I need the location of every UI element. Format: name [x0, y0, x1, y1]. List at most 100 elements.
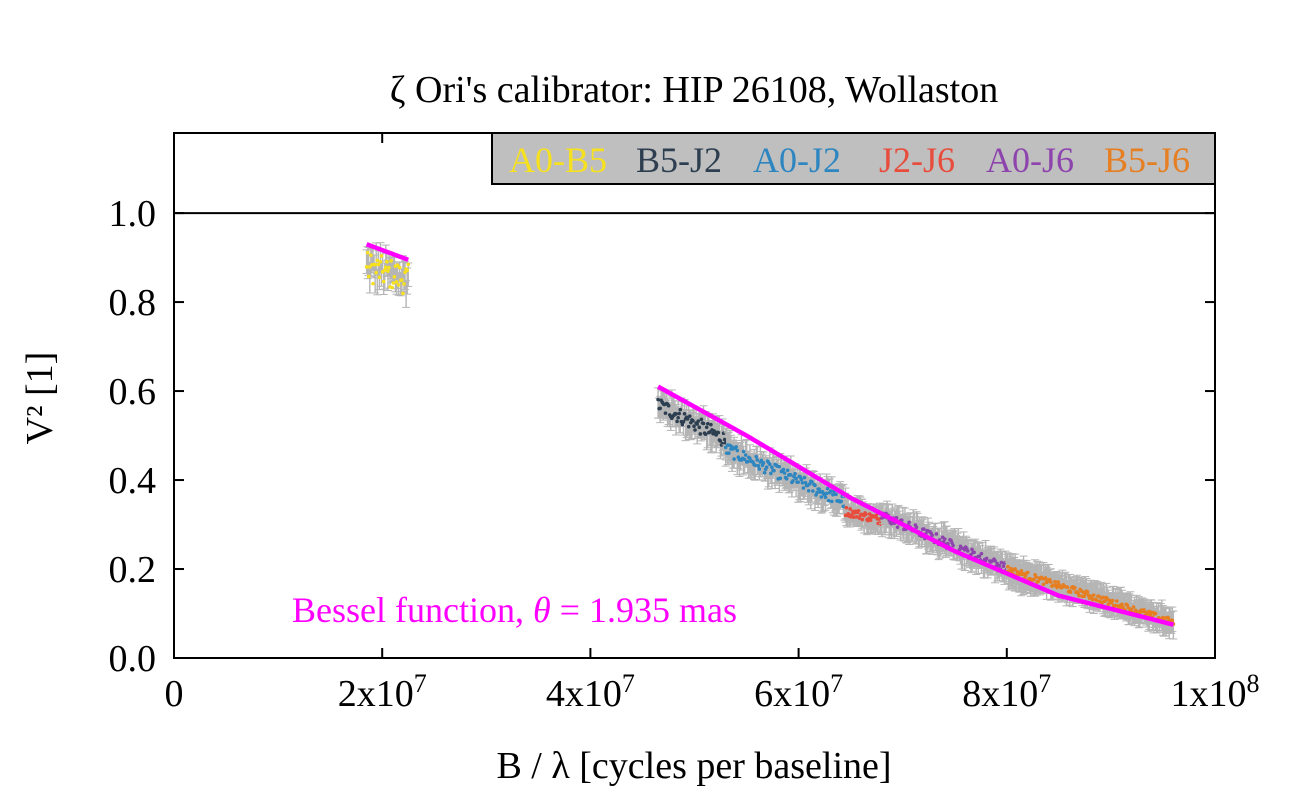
- data-point: [396, 283, 401, 287]
- data-point: [852, 515, 856, 519]
- data-point: [778, 476, 783, 481]
- data-point: [811, 489, 815, 493]
- data-point: [402, 282, 406, 286]
- data-point: [682, 411, 687, 416]
- data-point: [686, 424, 691, 429]
- data-point: [663, 411, 668, 415]
- data-point: [789, 473, 793, 477]
- data-point: [703, 432, 708, 437]
- data-point: [375, 258, 380, 263]
- data-point: [1041, 582, 1046, 587]
- data-point: [394, 280, 399, 284]
- y-tick-label: 0.0: [109, 638, 157, 680]
- data-point: [770, 465, 774, 470]
- data-point: [716, 430, 721, 435]
- fit-line: [365, 242, 410, 262]
- data-point: [678, 407, 683, 412]
- data-point: [693, 428, 697, 432]
- data-point: [785, 468, 790, 473]
- data-point: [868, 518, 873, 522]
- data-point: [966, 549, 970, 553]
- data-point: [1161, 615, 1165, 620]
- data-point: [877, 517, 881, 521]
- data-point: [817, 487, 821, 491]
- y-tick-label: 0.4: [109, 460, 157, 502]
- data-point: [815, 490, 819, 495]
- data-point: [656, 397, 660, 402]
- data-point: [799, 477, 804, 482]
- series-A0-J2: [721, 427, 850, 521]
- data-point: [378, 260, 383, 264]
- legend-item-B5-J6: B5-J6: [1104, 140, 1190, 180]
- data-point: [1095, 598, 1099, 603]
- data-point: [1034, 575, 1038, 579]
- data-point: [385, 259, 389, 264]
- data-point: [823, 495, 828, 500]
- data-points: [362, 242, 1178, 640]
- data-point: [782, 471, 787, 475]
- data-point: [732, 457, 736, 461]
- data-point: [867, 512, 872, 516]
- data-point: [1166, 615, 1170, 620]
- data-point: [993, 558, 997, 563]
- data-point: [777, 464, 782, 469]
- fit-lines: [365, 242, 1174, 627]
- data-point: [768, 462, 772, 467]
- data-point: [813, 483, 817, 488]
- data-point: [376, 262, 381, 267]
- data-point: [735, 448, 740, 453]
- data-point: [1036, 579, 1041, 584]
- data-point: [824, 491, 829, 496]
- data-point: [756, 463, 761, 468]
- legend-item-J2-J6: J2-J6: [879, 140, 955, 180]
- data-point: [723, 445, 728, 450]
- data-point: [658, 406, 662, 411]
- data-point: [914, 525, 919, 530]
- data-point: [794, 476, 798, 481]
- data-point: [685, 417, 690, 421]
- data-point: [1019, 569, 1024, 573]
- data-point: [1101, 595, 1105, 600]
- data-point: [697, 425, 702, 430]
- data-point: [800, 480, 805, 485]
- data-point: [984, 556, 989, 561]
- y-tick-label: 0.6: [109, 371, 157, 413]
- data-point: [1091, 593, 1096, 597]
- data-point: [692, 424, 696, 429]
- data-point: [691, 418, 695, 423]
- data-point: [1048, 580, 1053, 584]
- data-point: [825, 486, 830, 491]
- data-point: [392, 275, 397, 279]
- data-point: [741, 449, 746, 454]
- data-point: [705, 421, 710, 426]
- data-point: [829, 499, 834, 504]
- data-point: [921, 527, 926, 531]
- data-point: [371, 281, 375, 286]
- data-point: [793, 471, 797, 476]
- data-point: [722, 437, 727, 442]
- data-point: [907, 520, 911, 525]
- data-point: [680, 422, 685, 427]
- data-point: [951, 543, 955, 548]
- series-A0-B5: [362, 242, 413, 308]
- data-point: [674, 412, 678, 416]
- data-point: [874, 513, 879, 518]
- data-point: [1009, 566, 1013, 571]
- data-point: [834, 492, 838, 497]
- legend-box: [491, 132, 1216, 185]
- data-point: [390, 285, 395, 290]
- y-axis-label: V² [1]: [19, 352, 61, 445]
- data-point: [864, 512, 868, 516]
- data-point: [754, 454, 758, 459]
- series-B5-J2: [654, 387, 730, 461]
- data-point: [704, 425, 709, 430]
- data-point: [1055, 585, 1059, 590]
- axis-ticks: 0 2x107 4x107 6x107 8x107 1x108 0.0 0.2 0.4 0.6 0.…: [109, 133, 1260, 715]
- data-point: [382, 268, 387, 272]
- data-point: [1170, 618, 1175, 623]
- data-point: [761, 461, 766, 465]
- data-point: [810, 479, 814, 484]
- data-point: [769, 471, 773, 476]
- data-point: [743, 453, 748, 457]
